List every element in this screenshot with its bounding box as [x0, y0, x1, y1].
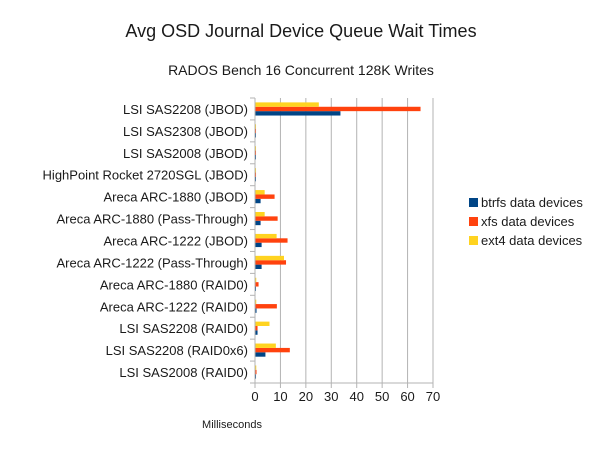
bar-ext4 — [255, 365, 257, 370]
axes — [250, 97, 434, 388]
bars — [255, 102, 421, 379]
legend: btrfs data devices xfs data devices ext4 d… — [469, 195, 583, 248]
bar-btrfs — [255, 111, 341, 116]
bar-ext4 — [255, 146, 257, 151]
category-label: Areca ARC-1880 (JBOD) — [104, 190, 249, 205]
bar-ext4 — [255, 299, 257, 305]
legend-swatch — [469, 236, 478, 245]
bar-btrfs — [255, 330, 258, 335]
bar-ext4 — [255, 277, 257, 283]
chart-subtitle: RADOS Bench 16 Concurrent 128K Writes — [168, 62, 434, 78]
bar-ext4 — [255, 190, 265, 195]
x-tick-label: 30 — [324, 389, 338, 404]
category-label: HighPoint Rocket 2720SGL (JBOD) — [43, 168, 248, 183]
bar-ext4 — [255, 233, 277, 239]
category-label: LSI SAS2008 (JBOD) — [123, 146, 248, 161]
legend-label: xfs data devices — [481, 214, 575, 229]
bar-xfs — [255, 128, 257, 134]
bar-btrfs — [255, 374, 257, 379]
legend-label: btrfs data devices — [481, 195, 583, 210]
bar-xfs — [255, 260, 287, 265]
bar-btrfs — [255, 220, 261, 226]
gridlines — [279, 98, 434, 383]
x-tick-label: 50 — [375, 389, 389, 404]
category-label: LSI SAS2308 (JBOD) — [123, 124, 248, 139]
x-tick-label: 10 — [273, 389, 287, 404]
bar-ext4 — [255, 212, 265, 217]
category-label: Areca ARC-1222 (JBOD) — [104, 234, 249, 249]
bar-ext4 — [255, 321, 270, 326]
category-label: Areca ARC-1222 (Pass-Through) — [57, 255, 248, 270]
bar-xfs — [255, 216, 278, 221]
category-label: Areca ARC-1222 (RAID0) — [100, 299, 248, 314]
bar-xfs — [255, 304, 277, 309]
x-tick-label: 60 — [400, 389, 414, 404]
legend-label: ext4 data devices — [481, 233, 583, 248]
bar-xfs — [255, 150, 257, 155]
x-tick-label: 20 — [299, 389, 313, 404]
category-label: LSI SAS2208 (RAID0) — [119, 321, 248, 336]
x-tick-labels: 0 10 20 30 40 50 60 70 — [251, 389, 440, 404]
bar-btrfs — [255, 308, 257, 313]
bar-xfs — [255, 326, 258, 331]
bar-xfs — [255, 238, 288, 243]
category-labels: LSI SAS2208 (JBOD) LSI SAS2308 (JBOD) LSI … — [43, 102, 248, 380]
bar-xfs — [255, 106, 421, 112]
bar-xfs — [255, 369, 257, 375]
category-label: LSI SAS2208 (RAID0x6) — [106, 343, 248, 358]
x-tick-label: 40 — [349, 389, 363, 404]
legend-swatch — [469, 198, 478, 207]
chart-title: Avg OSD Journal Device Queue Wait Times — [125, 21, 476, 41]
bar-btrfs — [255, 264, 262, 269]
bar-btrfs — [255, 242, 262, 248]
bar-xfs — [255, 282, 259, 287]
x-tick-label: 0 — [251, 389, 258, 404]
category-label: LSI SAS2008 (RAID0) — [119, 365, 248, 380]
x-axis-title: Milliseconds — [202, 419, 262, 431]
bar-ext4 — [255, 343, 276, 348]
category-label: Areca ARC-1880 (Pass-Through) — [57, 212, 248, 227]
bar-xfs — [255, 172, 257, 177]
bar-ext4 — [255, 124, 257, 129]
category-label: Areca ARC-1880 (RAID0) — [100, 277, 248, 292]
bar-ext4 — [255, 102, 319, 107]
category-label: LSI SAS2208 (JBOD) — [123, 102, 248, 117]
bar-btrfs — [255, 198, 261, 204]
bar-xfs — [255, 347, 290, 353]
bar-ext4 — [255, 168, 257, 173]
bar-ext4 — [255, 255, 284, 261]
bar-xfs — [255, 194, 275, 199]
bar-btrfs — [255, 352, 266, 357]
x-tick-label: 70 — [426, 389, 440, 404]
legend-swatch — [469, 217, 478, 226]
